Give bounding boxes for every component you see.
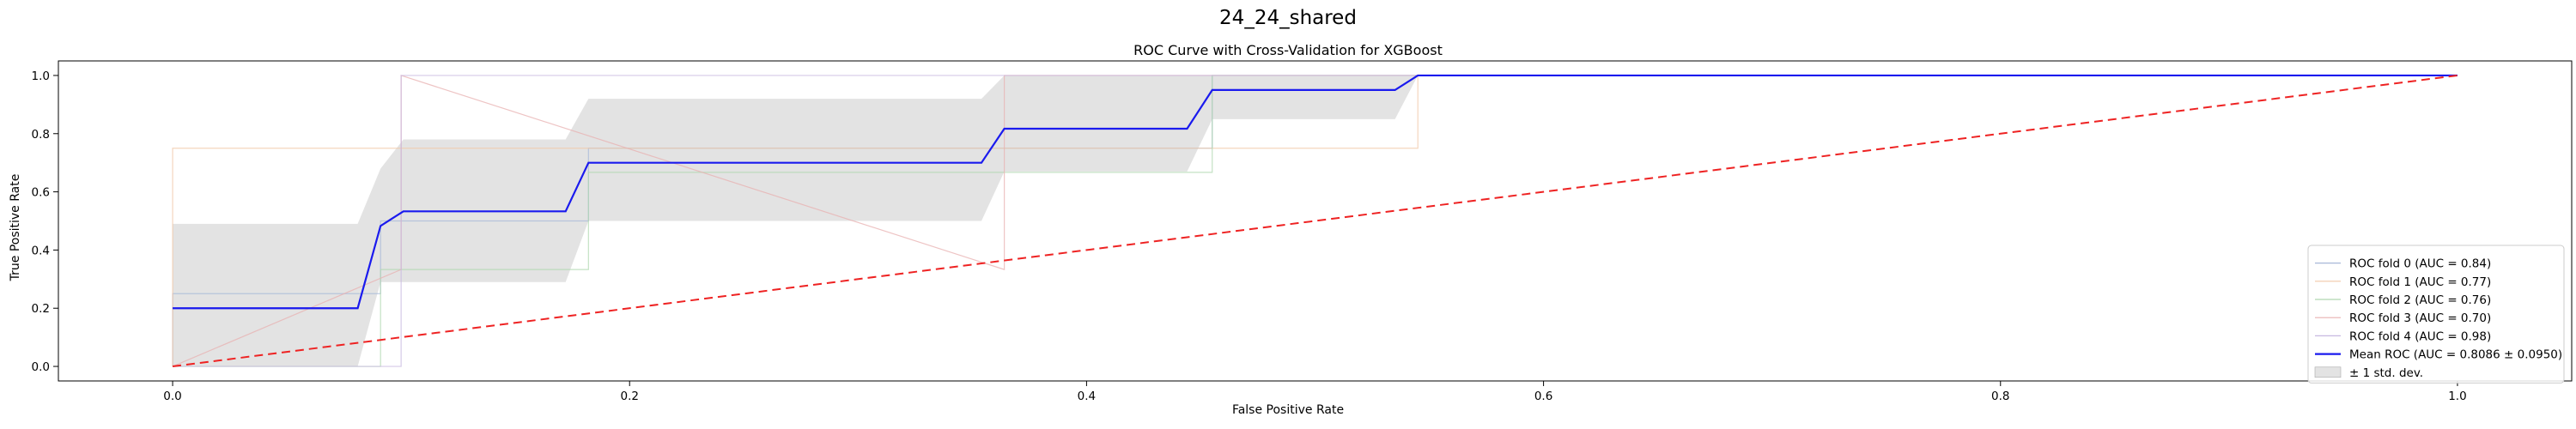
x-tick-label: 0.6 xyxy=(1534,390,1552,403)
legend-label: Mean ROC (AUC = 0.8086 ± 0.0950) xyxy=(2349,348,2562,362)
y-tick-label: 0.4 xyxy=(32,244,50,257)
figure-title: 24_24_shared xyxy=(1219,7,1357,29)
legend-label: ROC fold 2 (AUC = 0.76) xyxy=(2349,293,2491,307)
legend: ROC fold 0 (AUC = 0.84) ROC fold 1 (AUC =… xyxy=(2307,245,2565,384)
y-tick-label: 0.8 xyxy=(32,128,50,142)
legend-label: ROC fold 3 (AUC = 0.70) xyxy=(2349,311,2491,325)
x-tick-label: 0.0 xyxy=(163,390,181,403)
y-tick-label: 1.0 xyxy=(32,69,50,83)
mean-roc-line xyxy=(173,74,2458,310)
chart-title: ROC Curve with Cross-Validation for XGBo… xyxy=(1133,42,1443,58)
legend-label: ± 1 std. dev. xyxy=(2349,366,2423,380)
axes-frame xyxy=(58,60,2573,382)
plot-area: 0.0 0.2 0.4 0.6 0.8 1.0 0.0 0.2 0.4 0.6 0.8 1.0 xyxy=(32,60,2573,403)
legend-box xyxy=(2307,245,2565,384)
x-tick-label: 1.0 xyxy=(2448,390,2466,403)
y-tick-label: 0.2 xyxy=(32,302,50,316)
legend-swatch xyxy=(2314,366,2342,378)
legend-label: ROC fold 4 (AUC = 0.98) xyxy=(2349,329,2491,343)
y-axis-label: True Positive Rate xyxy=(9,174,22,282)
x-tick-label: 0.2 xyxy=(620,390,638,403)
legend-label: ROC fold 1 (AUC = 0.77) xyxy=(2349,275,2491,289)
legend-label: ROC fold 0 (AUC = 0.84) xyxy=(2349,257,2491,271)
x-axis-label: False Positive Rate xyxy=(1232,403,1344,417)
x-tick-label: 0.8 xyxy=(1991,390,2009,403)
x-tick-label: 0.4 xyxy=(1078,390,1096,403)
y-tick-label: 0.0 xyxy=(32,360,50,374)
y-tick-label: 0.6 xyxy=(32,186,50,200)
